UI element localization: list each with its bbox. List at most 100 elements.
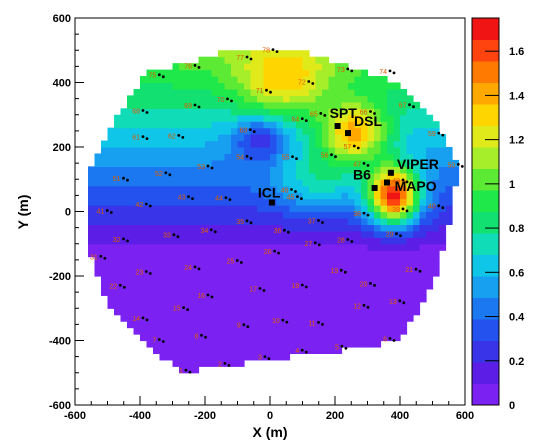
heatmap-cell <box>315 108 323 116</box>
heatmap-cell <box>315 243 323 251</box>
heatmap-cell <box>309 276 317 284</box>
heatmap-cell <box>185 179 193 187</box>
heatmap-cell <box>426 147 434 155</box>
colorbar-segment <box>472 104 499 126</box>
heatmap-cell <box>270 108 278 116</box>
heatmap-cell <box>445 205 453 213</box>
heatmap-cell <box>270 334 278 342</box>
heatmap-cell <box>270 82 278 90</box>
heatmap-cell <box>348 82 356 90</box>
heatmap-cell <box>114 282 122 290</box>
heatmap-cell <box>237 159 245 167</box>
heatmap-cell <box>400 288 408 296</box>
heatmap-cell <box>88 198 96 206</box>
station-marker <box>248 128 256 134</box>
heatmap-cell <box>133 269 141 277</box>
heatmap-cell <box>257 198 265 206</box>
heatmap-cell <box>354 108 362 116</box>
heatmap-cell <box>166 295 174 303</box>
heatmap-cell <box>393 121 401 129</box>
heatmap-cell <box>94 217 102 225</box>
heatmap-cell <box>439 192 447 200</box>
heatmap-cell <box>322 256 330 264</box>
heatmap-cell <box>166 121 174 129</box>
station-marker <box>193 103 201 109</box>
heatmap-cell <box>211 192 219 200</box>
heatmap-cell <box>335 334 343 342</box>
building-label: ICL <box>258 185 281 201</box>
heatmap-cell <box>107 243 115 251</box>
heatmap-cell <box>445 147 453 155</box>
heatmap-cell <box>127 205 135 213</box>
heatmap-cell <box>192 321 200 329</box>
heatmap-cell <box>211 314 219 322</box>
heatmap-cell <box>309 56 317 64</box>
heatmap-cell <box>322 314 330 322</box>
heatmap-cell <box>88 185 96 193</box>
heatmap-cell <box>114 192 122 200</box>
heatmap-cell <box>218 76 226 84</box>
heatmap-cell <box>315 269 323 277</box>
heatmap-cell <box>179 340 187 348</box>
station-marker <box>456 163 464 168</box>
heatmap-cell <box>127 224 135 232</box>
heatmap-cell <box>335 237 343 245</box>
heatmap-cell <box>192 334 200 342</box>
heatmap-cell <box>257 314 265 322</box>
station-marker <box>224 196 232 202</box>
heatmap-cell <box>406 288 414 296</box>
heatmap-cell <box>413 288 421 296</box>
heatmap-cell <box>315 205 323 213</box>
heatmap-cell <box>192 250 200 258</box>
heatmap-cell <box>153 256 161 264</box>
heatmap-cell <box>289 101 297 109</box>
heatmap-cell <box>224 198 232 206</box>
heatmap-cell <box>328 346 336 354</box>
heatmap-cell <box>335 185 343 193</box>
heatmap-cell <box>302 95 310 103</box>
heatmap-cell <box>276 243 284 251</box>
heatmap-cell <box>374 121 382 129</box>
station-label: 49 <box>392 178 400 185</box>
heatmap-cell <box>140 269 148 277</box>
heatmap-cell <box>120 185 128 193</box>
heatmap-cell <box>192 82 200 90</box>
heatmap-cell <box>387 153 395 161</box>
heatmap-cell <box>380 108 388 116</box>
heatmap-cell <box>263 353 271 361</box>
heatmap-cell <box>367 263 375 271</box>
heatmap-cell <box>250 88 258 96</box>
heatmap-cell <box>335 166 343 174</box>
heatmap-cell <box>354 134 362 142</box>
heatmap-cell <box>302 321 310 329</box>
heatmap-cell <box>88 217 96 225</box>
heatmap-cell <box>341 192 349 200</box>
heatmap-cell <box>296 282 304 290</box>
heatmap-cell <box>380 243 388 251</box>
heatmap-cell <box>257 334 265 342</box>
heatmap-cell <box>263 198 271 206</box>
heatmap-cell <box>159 256 167 264</box>
heatmap-cell <box>406 147 414 155</box>
heatmap-cell <box>120 263 128 271</box>
heatmap-cell <box>205 301 213 309</box>
heatmap-cell <box>354 205 362 213</box>
heatmap-cell <box>361 140 369 148</box>
heatmap-cell <box>419 256 427 264</box>
heatmap-cell <box>322 217 330 225</box>
station-marker <box>273 249 280 255</box>
station-label: 69 <box>184 103 192 110</box>
heatmap-cell <box>289 121 297 129</box>
heatmap-cell <box>218 88 226 96</box>
heatmap-cell <box>328 295 336 303</box>
heatmap-cell <box>367 82 375 90</box>
heatmap-cell <box>400 269 408 277</box>
heatmap-cell <box>354 250 362 258</box>
heatmap-cell <box>328 224 336 232</box>
heatmap-cell <box>88 172 96 180</box>
heatmap-cell <box>348 88 356 96</box>
heatmap-cell <box>107 153 115 161</box>
heatmap-cell <box>218 340 226 348</box>
heatmap-cell <box>185 88 193 96</box>
heatmap-cell <box>198 147 206 155</box>
